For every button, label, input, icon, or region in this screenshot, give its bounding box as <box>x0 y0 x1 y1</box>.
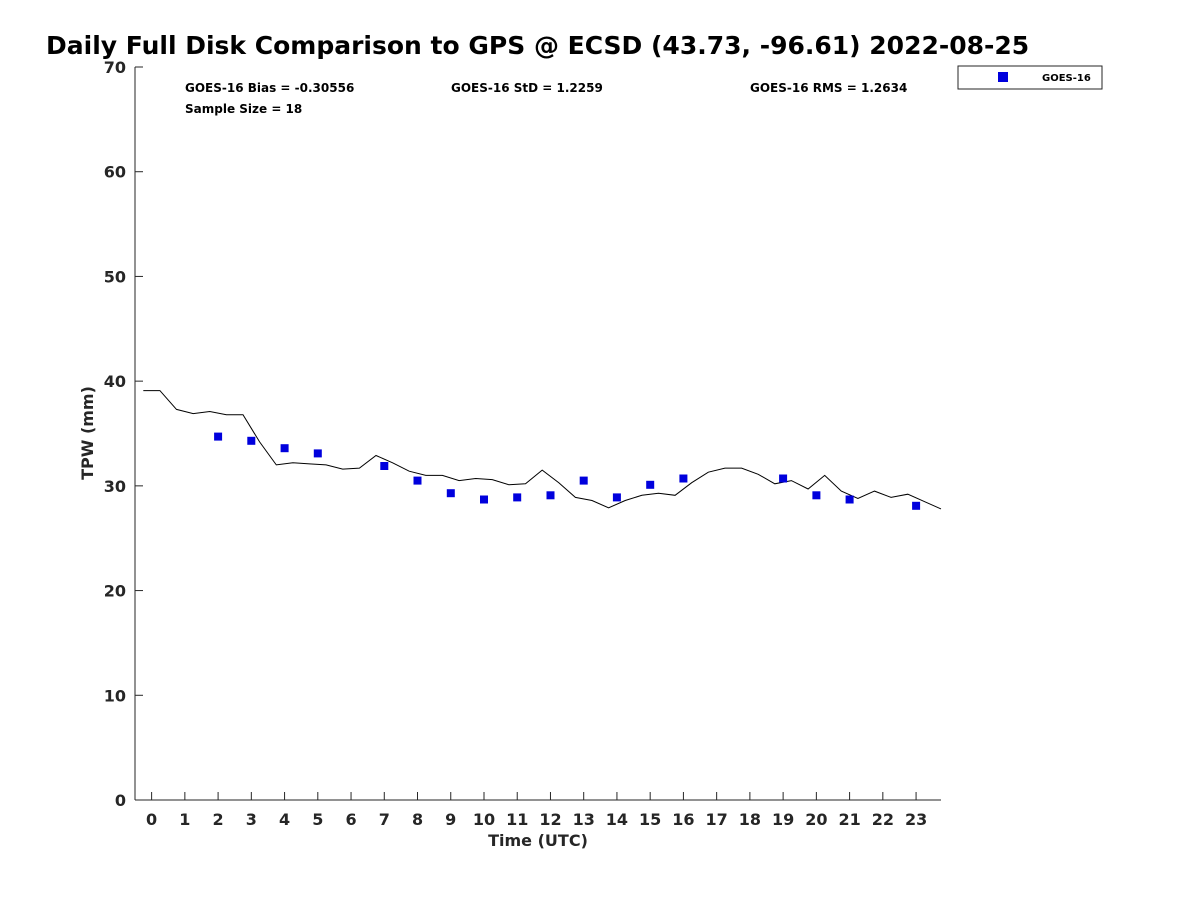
x-tick-label: 11 <box>506 810 528 829</box>
x-tick-label: 5 <box>312 810 323 829</box>
x-tick-label: 16 <box>672 810 694 829</box>
goes16-point <box>612 493 621 502</box>
x-tick-label: 8 <box>412 810 423 829</box>
goes16-point <box>646 480 655 489</box>
goes16-point <box>280 444 289 453</box>
x-tick-label: 17 <box>706 810 728 829</box>
y-tick-label: 60 <box>104 163 126 182</box>
x-tick-label: 13 <box>573 810 595 829</box>
y-tick-label: 40 <box>104 372 126 391</box>
goes16-point <box>247 436 256 445</box>
y-tick-label: 20 <box>104 582 126 601</box>
x-tick-label: 7 <box>379 810 390 829</box>
goes16-point <box>579 476 588 485</box>
stat-bias: GOES-16 Bias = -0.30556 <box>185 81 354 95</box>
x-tick-label: 2 <box>213 810 224 829</box>
x-tick-label: 12 <box>539 810 561 829</box>
x-tick-label: 3 <box>246 810 257 829</box>
stat-sample-size: Sample Size = 18 <box>185 102 302 116</box>
x-tick-label: 0 <box>146 810 157 829</box>
legend-marker <box>998 72 1008 82</box>
x-tick-label: 21 <box>838 810 860 829</box>
x-tick-label: 23 <box>905 810 927 829</box>
y-tick-label: 30 <box>104 477 126 496</box>
goes16-point <box>812 491 821 500</box>
y-tick-label: 0 <box>115 791 126 810</box>
goes16-point <box>313 449 322 458</box>
gps-line-series <box>143 390 942 510</box>
chart-title: Daily Full Disk Comparison to GPS @ ECSD… <box>46 31 1029 60</box>
x-tick-label: 14 <box>606 810 628 829</box>
goes16-point <box>480 495 488 504</box>
x-axis-ticks: 0 1 2 3 4 5 6 7 8 9 10 11 12 13 14 15 16 17 18 19 20 21 22 23 <box>146 792 927 829</box>
goes16-point <box>546 491 555 500</box>
goes16-point <box>779 474 788 483</box>
x-tick-label: 1 <box>179 810 190 829</box>
goes16-point <box>380 462 389 470</box>
y-tick-label: 50 <box>104 267 126 286</box>
x-tick-label: 10 <box>473 810 495 829</box>
stat-rms: GOES-16 RMS = 1.2634 <box>750 81 907 95</box>
goes16-point <box>214 432 223 441</box>
y-tick-label: 10 <box>104 686 126 705</box>
goes16-series <box>214 432 921 510</box>
goes16-point <box>845 495 854 504</box>
x-axis-label: Time (UTC) <box>488 831 588 850</box>
x-tick-label: 4 <box>279 810 290 829</box>
goes16-point <box>413 476 422 485</box>
x-tick-label: 15 <box>639 810 661 829</box>
goes16-point <box>679 474 688 483</box>
x-tick-label: 18 <box>739 810 761 829</box>
x-tick-label: 22 <box>872 810 894 829</box>
x-tick-label: 9 <box>445 810 456 829</box>
legend: GOES-16 <box>957 65 1103 90</box>
x-tick-label: 20 <box>805 810 827 829</box>
y-axis-label: TPW (mm) <box>78 386 97 480</box>
goes16-point <box>912 501 921 510</box>
goes16-point <box>513 493 522 502</box>
gps-tpw-line <box>143 390 942 510</box>
legend-box <box>957 65 1103 90</box>
axes <box>134 67 941 801</box>
stat-std: GOES-16 StD = 1.2259 <box>451 81 603 95</box>
y-axis-ticks: 0 10 20 30 40 50 60 70 <box>104 58 143 810</box>
goes16-point <box>446 489 455 498</box>
x-tick-label: 19 <box>772 810 794 829</box>
y-tick-label: 70 <box>104 58 126 77</box>
legend-label: GOES-16 <box>1042 73 1091 84</box>
x-tick-label: 6 <box>345 810 356 829</box>
